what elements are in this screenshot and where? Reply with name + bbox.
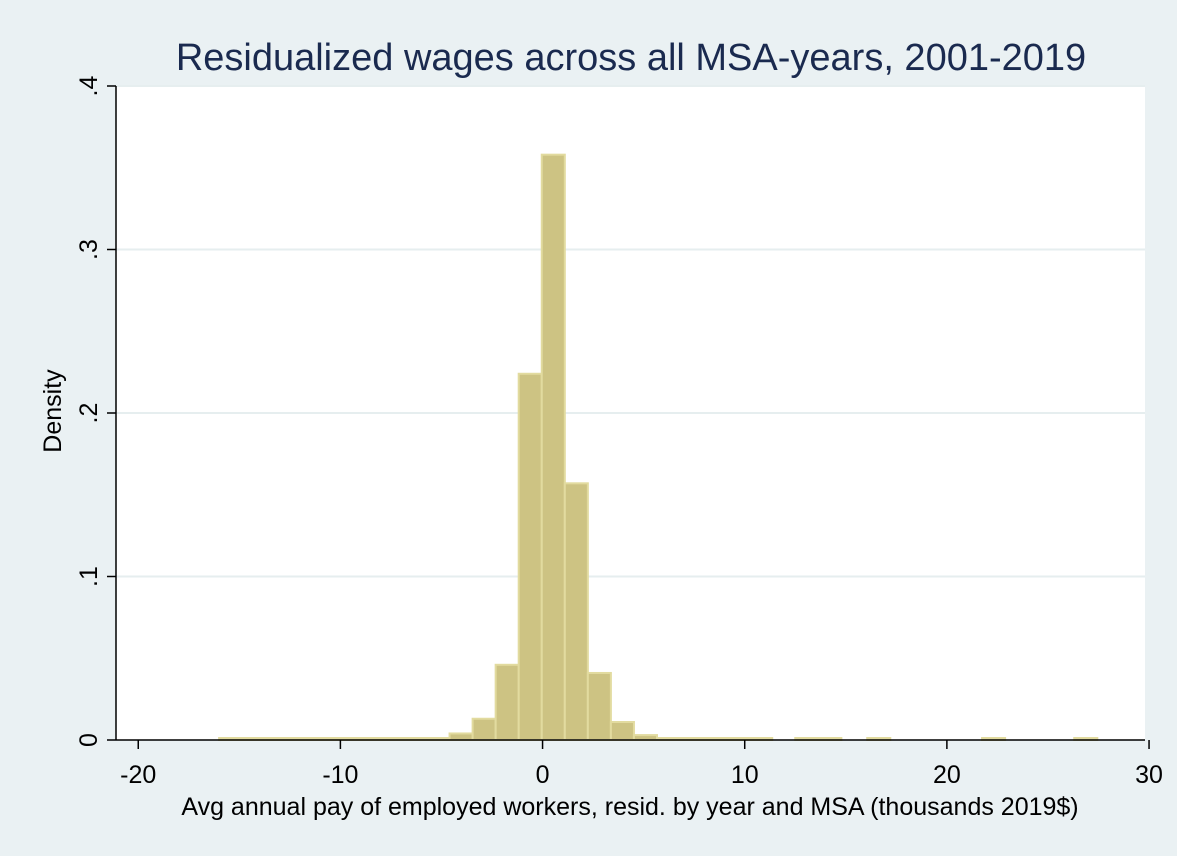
histogram-bar [563, 482, 589, 741]
y-tick-label: .2 [75, 403, 103, 424]
histogram-bar [540, 153, 566, 742]
y-tick-label: 0 [75, 733, 103, 747]
x-tick-label: 10 [731, 761, 759, 789]
grid-lines [116, 85, 1145, 578]
histogram-bar [586, 671, 612, 742]
histogram-bar [494, 663, 520, 741]
y-axis-title: Density [39, 369, 67, 453]
x-tick-label: -10 [322, 761, 358, 789]
histogram-bars [218, 153, 1099, 742]
y-tick-label: .3 [75, 239, 103, 260]
histogram-bar [471, 717, 497, 741]
chart-title: Residualized wages across all MSA-years,… [176, 37, 1086, 79]
x-tick-label: 20 [933, 761, 961, 789]
x-tick-label: 0 [536, 761, 550, 789]
x-tick-label: -20 [120, 761, 156, 789]
histogram-bar [448, 732, 474, 742]
y-axis-ticks: 0 .1 .2 .3 .4 [75, 75, 116, 747]
x-tick-label: 30 [1135, 761, 1163, 789]
x-axis-ticks: -20 -10 0 10 20 30 [120, 740, 1163, 789]
y-tick-label: .4 [75, 75, 103, 96]
histogram-bar [609, 721, 635, 742]
histogram-bar [517, 372, 543, 741]
y-tick-label: .1 [75, 566, 103, 587]
x-axis-title: Avg annual pay of employed workers, resi… [181, 793, 1078, 821]
